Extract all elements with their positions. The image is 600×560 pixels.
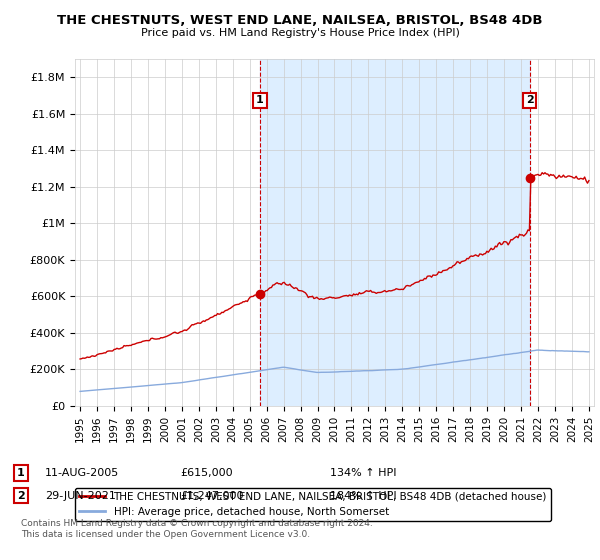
Text: 2: 2: [17, 491, 25, 501]
Text: 11-AUG-2005: 11-AUG-2005: [45, 468, 119, 478]
Text: 2: 2: [526, 95, 533, 105]
Legend: THE CHESTNUTS, WEST END LANE, NAILSEA, BRISTOL, BS48 4DB (detached house), HPI: : THE CHESTNUTS, WEST END LANE, NAILSEA, B…: [75, 488, 551, 521]
Bar: [260, 59, 530, 406]
Text: Contains HM Land Registry data © Crown copyright and database right 2024.
This d: Contains HM Land Registry data © Crown c…: [21, 520, 373, 539]
Text: £615,000: £615,000: [180, 468, 233, 478]
Text: 1: 1: [256, 95, 264, 105]
Text: 134% ↑ HPI: 134% ↑ HPI: [330, 468, 397, 478]
Text: Price paid vs. HM Land Registry's House Price Index (HPI): Price paid vs. HM Land Registry's House …: [140, 28, 460, 38]
Text: 29-JUN-2021: 29-JUN-2021: [45, 491, 116, 501]
Text: 1: 1: [17, 468, 25, 478]
Text: THE CHESTNUTS, WEST END LANE, NAILSEA, BRISTOL, BS48 4DB: THE CHESTNUTS, WEST END LANE, NAILSEA, B…: [57, 14, 543, 27]
Text: £1,247,000: £1,247,000: [180, 491, 244, 501]
Text: 184% ↑ HPI: 184% ↑ HPI: [330, 491, 397, 501]
